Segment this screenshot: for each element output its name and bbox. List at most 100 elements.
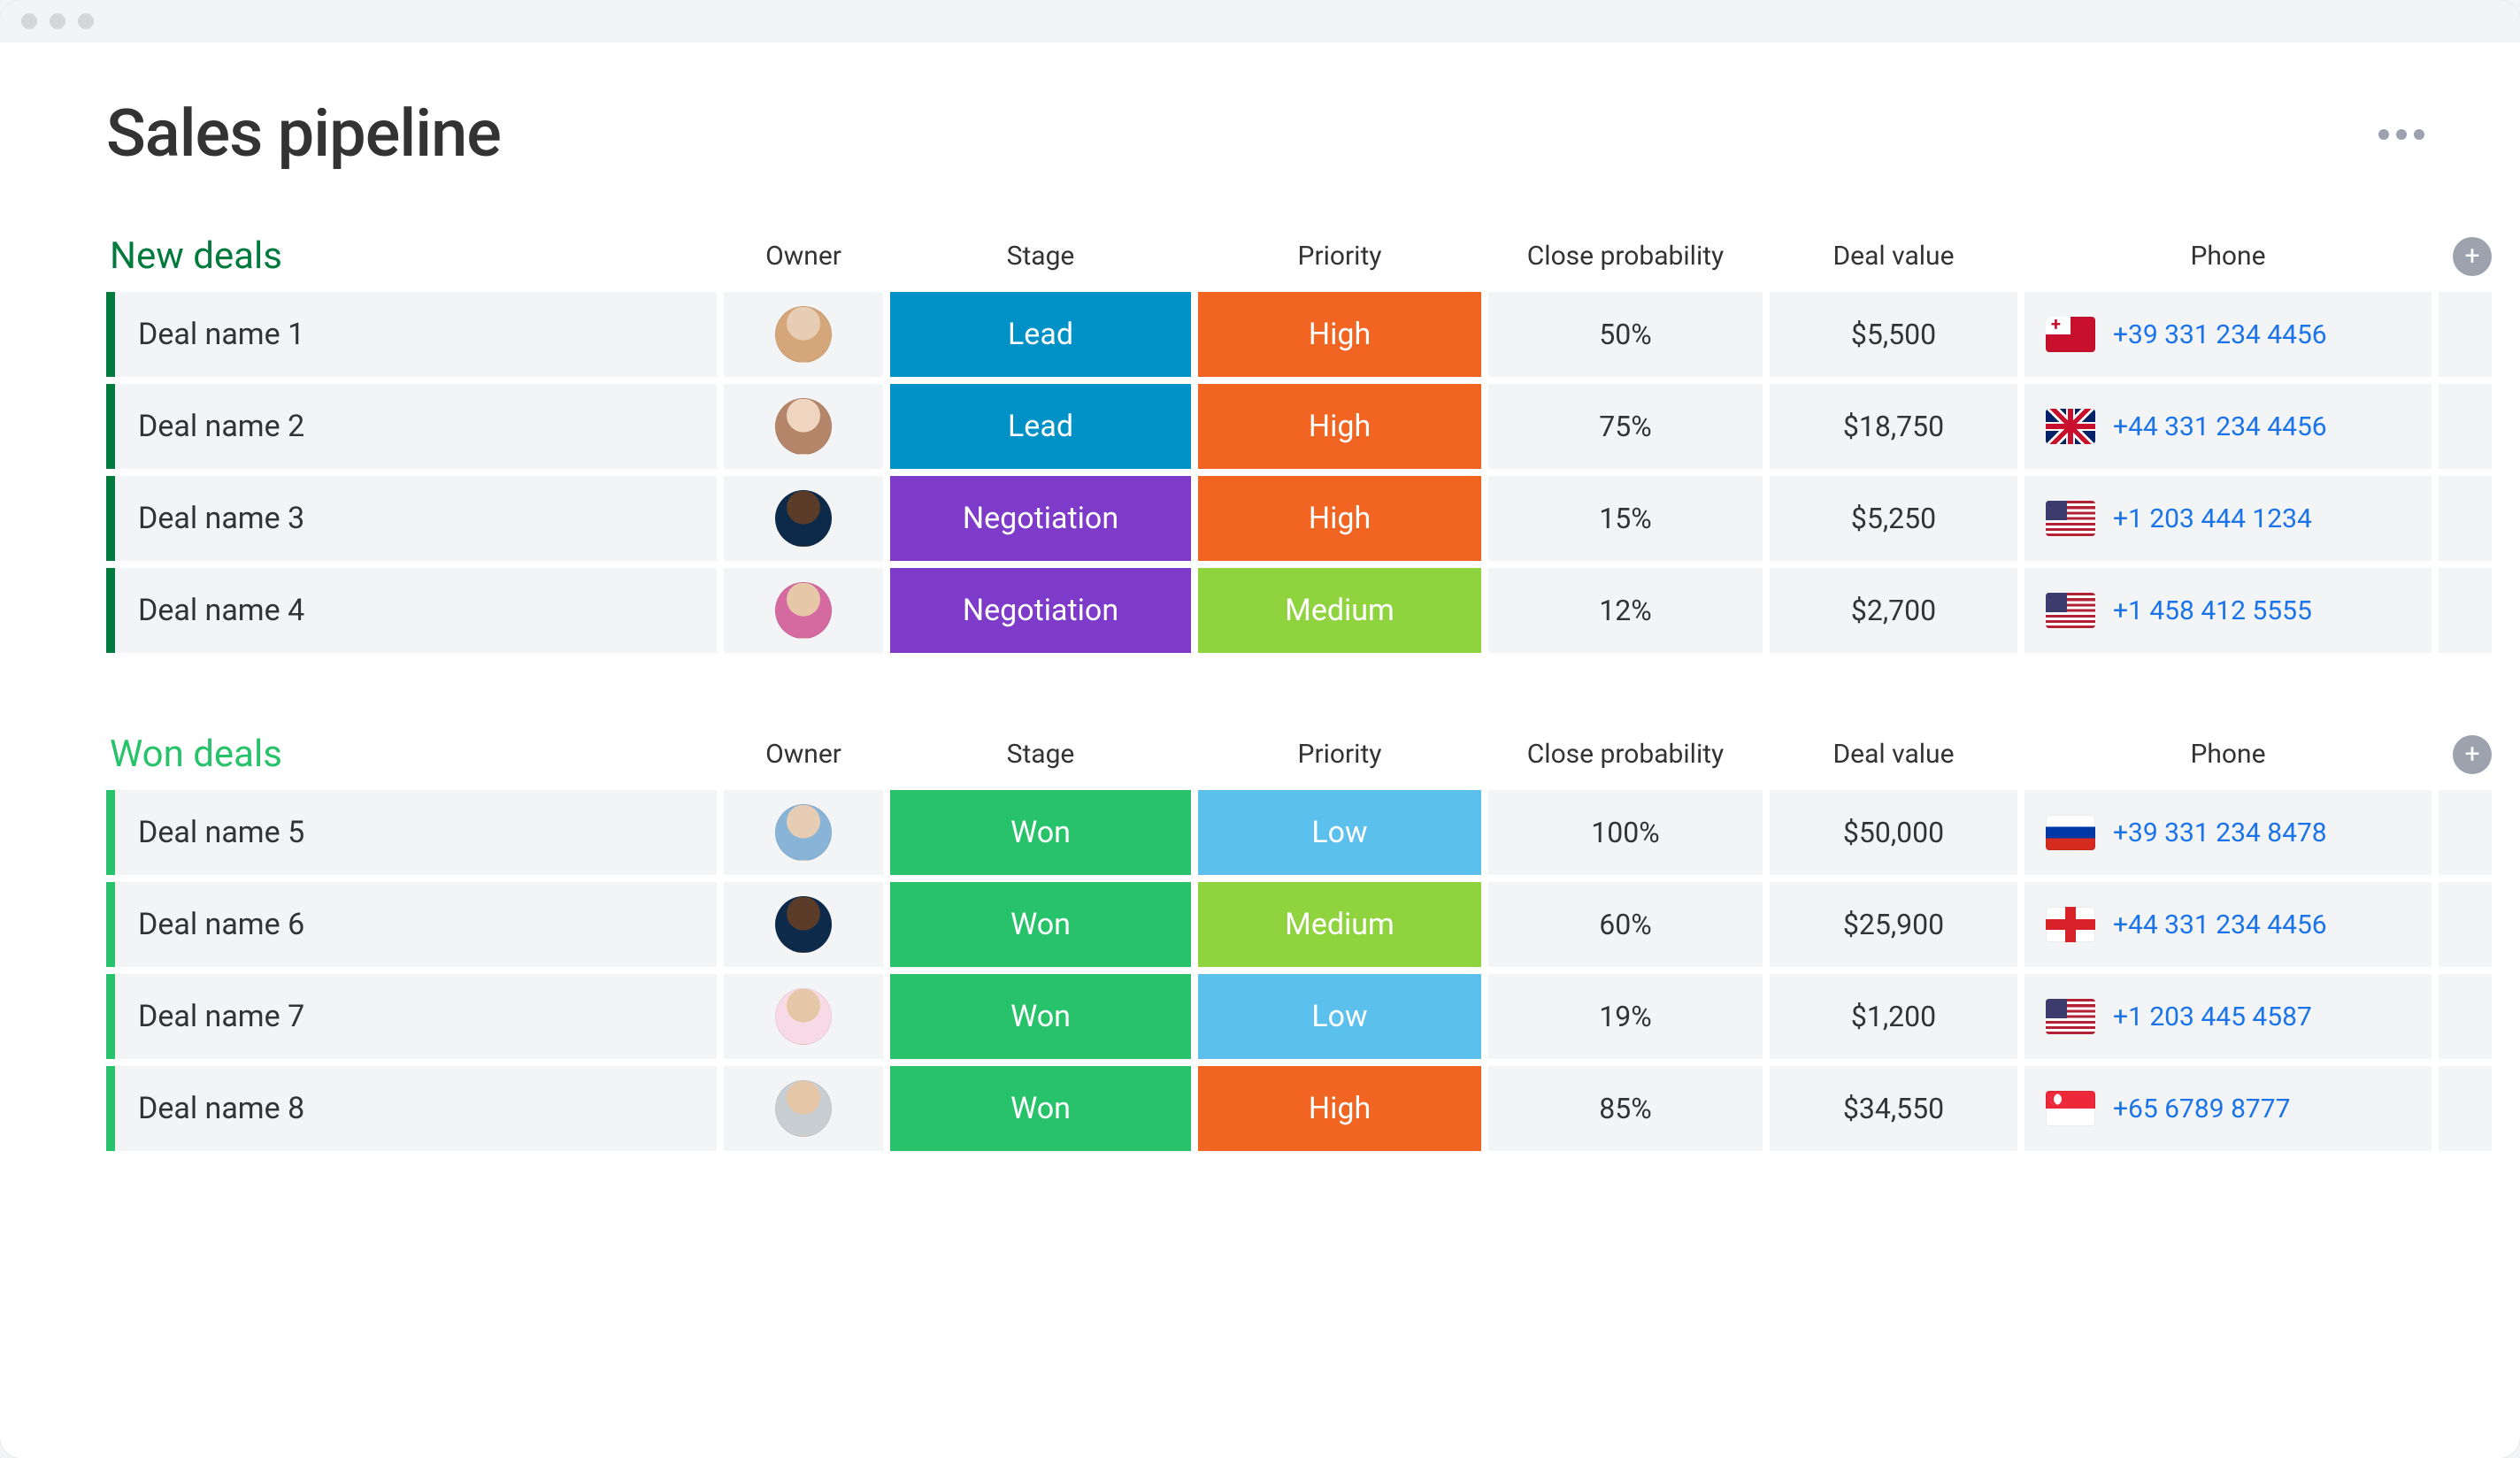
table-row[interactable]: Deal name 7 WonLow19%$1,200 +1 203 445 458… <box>106 974 2432 1059</box>
owner-cell[interactable] <box>724 384 883 469</box>
column-header[interactable]: Stage <box>890 241 1191 272</box>
table-row[interactable]: Deal name 6 WonMedium60%$25,900 +44 331 23… <box>106 882 2432 967</box>
deal-value-cell[interactable]: $5,250 <box>1770 476 2017 561</box>
avatar[interactable] <box>775 398 832 455</box>
phone-cell[interactable]: +1 458 412 5555 <box>2024 568 2432 653</box>
phone-cell[interactable]: +39 331 234 4456 <box>2024 292 2432 377</box>
column-header[interactable]: Priority <box>1198 739 1481 770</box>
phone-link[interactable]: +1 203 445 4587 <box>2113 1001 2312 1032</box>
deal-value-cell[interactable]: $50,000 <box>1770 790 2017 875</box>
phone-cell[interactable]: +1 203 445 4587 <box>2024 974 2432 1059</box>
priority-cell[interactable]: High <box>1198 1066 1481 1151</box>
phone-cell[interactable]: +39 331 234 8478 <box>2024 790 2432 875</box>
close-probability-cell[interactable]: 75% <box>1488 384 1763 469</box>
phone-link[interactable]: +1 203 444 1234 <box>2113 503 2312 534</box>
deal-value-cell[interactable]: $2,700 <box>1770 568 2017 653</box>
priority-cell[interactable]: Low <box>1198 974 1481 1059</box>
stage-cell[interactable]: Lead <box>890 384 1191 469</box>
stage-cell[interactable]: Negotiation <box>890 568 1191 653</box>
deal-value-cell[interactable]: $1,200 <box>1770 974 2017 1059</box>
stage-cell[interactable]: Won <box>890 882 1191 967</box>
column-header[interactable]: Close probability <box>1488 739 1763 770</box>
phone-link[interactable]: +44 331 234 4456 <box>2113 411 2327 442</box>
deal-name-cell[interactable]: Deal name 2 <box>106 384 717 469</box>
close-probability-cell[interactable]: 100% <box>1488 790 1763 875</box>
table-row[interactable]: Deal name 1 LeadHigh50%$5,500 +39 331 234 … <box>106 292 2432 377</box>
stage-cell[interactable]: Won <box>890 1066 1191 1151</box>
column-header[interactable]: Owner <box>724 241 883 272</box>
close-probability-cell[interactable]: 85% <box>1488 1066 1763 1151</box>
avatar[interactable] <box>775 896 832 953</box>
priority-cell[interactable]: High <box>1198 476 1481 561</box>
close-probability-cell[interactable]: 50% <box>1488 292 1763 377</box>
phone-cell[interactable]: +65 6789 8777 <box>2024 1066 2432 1151</box>
deal-name-cell[interactable]: Deal name 6 <box>106 882 717 967</box>
owner-cell[interactable] <box>724 882 883 967</box>
stage-cell[interactable]: Negotiation <box>890 476 1191 561</box>
phone-link[interactable]: +39 331 234 4456 <box>2113 319 2327 350</box>
priority-cell[interactable]: Medium <box>1198 568 1481 653</box>
deal-value-cell[interactable]: $34,550 <box>1770 1066 2017 1151</box>
deal-value-cell[interactable]: $5,500 <box>1770 292 2017 377</box>
stage-cell[interactable]: Won <box>890 790 1191 875</box>
column-header[interactable]: Deal value <box>1770 739 2017 770</box>
column-header[interactable]: Phone <box>2024 241 2432 272</box>
deal-name-cell[interactable]: Deal name 7 <box>106 974 717 1059</box>
stage-cell[interactable]: Lead <box>890 292 1191 377</box>
owner-cell[interactable] <box>724 790 883 875</box>
table-row[interactable]: Deal name 4 NegotiationMedium12%$2,700 +1 … <box>106 568 2432 653</box>
priority-cell[interactable]: Medium <box>1198 882 1481 967</box>
close-probability-cell[interactable]: 60% <box>1488 882 1763 967</box>
column-header[interactable]: Owner <box>724 739 883 770</box>
deal-value-cell[interactable]: $18,750 <box>1770 384 2017 469</box>
avatar[interactable] <box>775 490 832 547</box>
column-header[interactable]: Priority <box>1198 241 1481 272</box>
owner-cell[interactable] <box>724 568 883 653</box>
phone-cell[interactable]: +44 331 234 4456 <box>2024 882 2432 967</box>
table-row[interactable]: Deal name 5 WonLow100%$50,000 +39 331 234 … <box>106 790 2432 875</box>
traffic-light-minimize[interactable] <box>50 13 65 29</box>
owner-cell[interactable] <box>724 292 883 377</box>
phone-link[interactable]: +65 6789 8777 <box>2113 1094 2291 1124</box>
close-probability-cell[interactable]: 19% <box>1488 974 1763 1059</box>
priority-cell[interactable]: High <box>1198 292 1481 377</box>
traffic-light-close[interactable] <box>21 13 37 29</box>
avatar[interactable] <box>775 1080 832 1137</box>
deal-name-cell[interactable]: Deal name 5 <box>106 790 717 875</box>
traffic-light-zoom[interactable] <box>78 13 94 29</box>
owner-cell[interactable] <box>724 974 883 1059</box>
add-column-button[interactable]: + <box>2453 237 2492 276</box>
column-header[interactable]: Deal value <box>1770 241 2017 272</box>
priority-cell[interactable]: High <box>1198 384 1481 469</box>
stage-cell[interactable]: Won <box>890 974 1191 1059</box>
phone-link[interactable]: +44 331 234 4456 <box>2113 909 2327 940</box>
avatar[interactable] <box>775 988 832 1045</box>
avatar[interactable] <box>775 804 832 861</box>
deal-name-cell[interactable]: Deal name 3 <box>106 476 717 561</box>
phone-link[interactable]: +39 331 234 8478 <box>2113 817 2327 848</box>
add-column-button[interactable]: + <box>2453 735 2492 774</box>
deal-name-cell[interactable]: Deal name 4 <box>106 568 717 653</box>
close-probability-cell[interactable]: 12% <box>1488 568 1763 653</box>
phone-cell[interactable]: +44 331 234 4456 <box>2024 384 2432 469</box>
deal-value-cell[interactable]: $25,900 <box>1770 882 2017 967</box>
section-title[interactable]: Won deals <box>106 733 717 776</box>
table-row[interactable]: Deal name 3 NegotiationHigh15%$5,250 +1 20… <box>106 476 2432 561</box>
priority-cell[interactable]: Low <box>1198 790 1481 875</box>
deal-name-cell[interactable]: Deal name 1 <box>106 292 717 377</box>
owner-cell[interactable] <box>724 476 883 561</box>
avatar[interactable] <box>775 306 832 363</box>
owner-cell[interactable] <box>724 1066 883 1151</box>
column-header[interactable]: Close probability <box>1488 241 1763 272</box>
column-header[interactable]: Stage <box>890 739 1191 770</box>
avatar[interactable] <box>775 582 832 639</box>
deal-name-cell[interactable]: Deal name 8 <box>106 1066 717 1151</box>
page-menu-button[interactable] <box>2371 122 2432 147</box>
column-header[interactable]: Phone <box>2024 739 2432 770</box>
phone-cell[interactable]: +1 203 444 1234 <box>2024 476 2432 561</box>
table-row[interactable]: Deal name 2 LeadHigh75%$18,750 +44 331 234… <box>106 384 2432 469</box>
close-probability-cell[interactable]: 15% <box>1488 476 1763 561</box>
phone-link[interactable]: +1 458 412 5555 <box>2113 595 2312 626</box>
table-row[interactable]: Deal name 8 WonHigh85%$34,550 +65 6789 877… <box>106 1066 2432 1151</box>
section-title[interactable]: New deals <box>106 234 717 278</box>
